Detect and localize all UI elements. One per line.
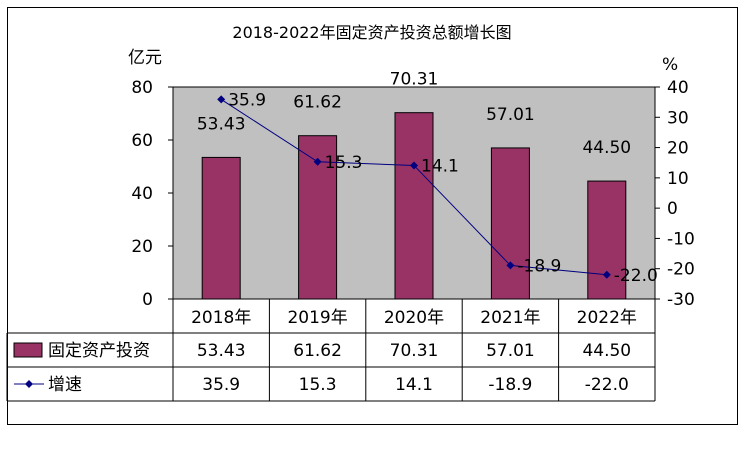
right-tick-label: -10 xyxy=(667,229,695,249)
growth-value-label: 14.1 xyxy=(421,156,459,176)
bar xyxy=(587,180,627,300)
table-cell: 53.43 xyxy=(197,341,246,361)
right-tick-label: 0 xyxy=(667,199,678,219)
category-label: 2019年 xyxy=(287,308,347,328)
data-labels: 53.43 61.62 70.31 57.01 44.50 35.9 15.3 14.1 -18… xyxy=(197,70,658,286)
right-tick-label: -30 xyxy=(667,290,695,310)
category-label: 2020年 xyxy=(384,308,444,328)
bar-series xyxy=(201,112,627,300)
table-cell: 35.9 xyxy=(202,375,240,395)
bar-value-label: 70.31 xyxy=(390,70,439,90)
table-cell: -18.9 xyxy=(488,375,532,395)
category-label: 2022年 xyxy=(577,308,637,328)
growth-value-label: 35.9 xyxy=(228,90,266,110)
bar xyxy=(394,112,434,300)
legend-swatch-bar xyxy=(13,342,43,358)
category-label: 2021年 xyxy=(480,308,540,328)
bar-value-label: 61.62 xyxy=(293,93,342,113)
left-axis-unit: 亿元 xyxy=(128,48,162,68)
left-tick-label: 20 xyxy=(131,237,153,257)
category-label: 2018年 xyxy=(191,308,251,328)
table-cell: 61.62 xyxy=(293,341,342,361)
growth-marker xyxy=(506,261,515,270)
legend-label-line: 增速 xyxy=(48,375,82,395)
left-axis: 0 20 40 60 80 xyxy=(131,78,173,310)
right-axis-unit: % xyxy=(662,55,678,75)
table-cell: 14.1 xyxy=(395,375,433,395)
table-cell: 70.31 xyxy=(390,341,439,361)
right-tick-label: 20 xyxy=(667,139,689,159)
left-tick-label: 60 xyxy=(131,131,153,151)
left-tick-label: 0 xyxy=(142,290,153,310)
growth-value-label: -22.0 xyxy=(614,266,658,286)
right-axis: 40 30 20 10 0 -10 -20 -30 xyxy=(655,78,695,310)
legend-label-bar: 固定资产投资 xyxy=(48,341,150,361)
bar-value-label: 44.50 xyxy=(582,138,631,158)
growth-marker xyxy=(410,161,418,170)
growth-marker xyxy=(217,95,226,104)
right-tick-label: -20 xyxy=(667,260,695,280)
growth-marker xyxy=(602,270,611,279)
right-tick-label: 10 xyxy=(667,169,689,189)
legend-swatch-marker xyxy=(25,380,33,388)
table-cell: 15.3 xyxy=(299,375,337,395)
bar xyxy=(490,147,530,300)
growth-marker xyxy=(313,157,322,166)
left-tick-label: 40 xyxy=(131,184,153,204)
bar-value-label: 53.43 xyxy=(197,114,246,134)
table-cell: -22.0 xyxy=(585,375,629,395)
table-cell: 57.01 xyxy=(486,341,535,361)
bar-value-label: 57.01 xyxy=(486,105,535,125)
right-tick-label: 30 xyxy=(667,108,689,128)
line-series xyxy=(217,95,611,279)
growth-value-label: 15.3 xyxy=(325,153,363,173)
bar xyxy=(201,156,241,300)
chart-title: 2018-2022年固定资产投资总额增长图 xyxy=(232,23,511,42)
left-tick-label: 80 xyxy=(131,78,153,98)
table-cell: 44.50 xyxy=(582,341,631,361)
growth-value-label: -18.9 xyxy=(517,256,561,276)
right-tick-label: 40 xyxy=(667,78,689,98)
